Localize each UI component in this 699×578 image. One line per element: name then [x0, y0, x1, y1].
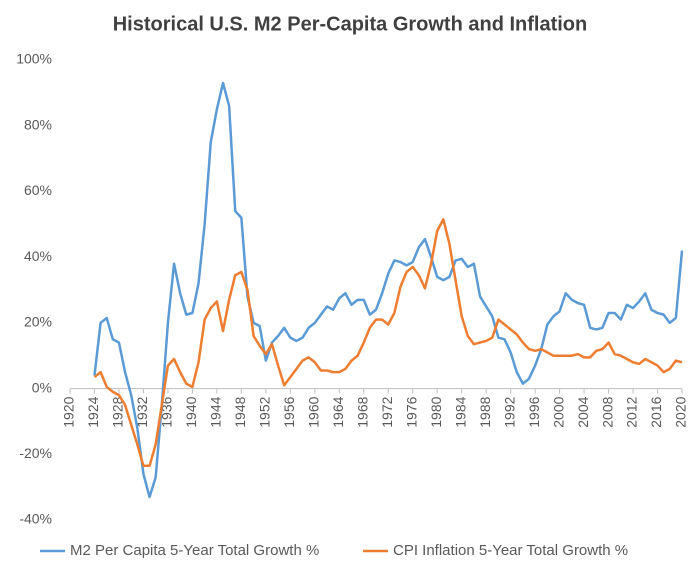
x-tick-label: 1984 — [452, 396, 468, 427]
x-tick-label: 1924 — [85, 396, 101, 427]
x-tick-label: 1960 — [306, 396, 322, 427]
x-tick-label: 1956 — [281, 396, 297, 427]
legend-label: CPI Inflation 5-Year Total Growth % — [393, 542, 628, 559]
x-tick-label: 2000 — [550, 396, 566, 427]
y-tick-label: 80% — [24, 116, 52, 132]
x-tick-label: 1944 — [208, 396, 224, 427]
x-tick-label: 1988 — [477, 396, 493, 427]
y-tick-label: 0% — [32, 379, 52, 395]
y-tick-label: 60% — [24, 182, 52, 198]
x-tick-label: 1976 — [403, 396, 419, 427]
x-tick-label: 2020 — [673, 396, 689, 427]
legend-label: M2 Per Capita 5-Year Total Growth % — [70, 542, 319, 559]
y-tick-label: 20% — [24, 314, 52, 330]
x-tick-label: 1948 — [232, 396, 248, 427]
x-tick-label: 1992 — [501, 396, 517, 427]
x-tick-label: 1928 — [110, 396, 126, 427]
x-tick-label: 1996 — [526, 396, 542, 427]
x-tick-label: 1972 — [379, 396, 395, 427]
chart-title: Historical U.S. M2 Per-Capita Growth and… — [113, 13, 588, 35]
x-tick-label: 2016 — [648, 396, 664, 427]
x-tick-label: 2012 — [624, 396, 640, 427]
x-tick-label: 1920 — [61, 396, 77, 427]
x-tick-label: 2008 — [599, 396, 615, 427]
x-tick-label: 1932 — [134, 396, 150, 427]
series-line — [93, 218, 683, 468]
x-tick-label: 1964 — [330, 396, 346, 427]
x-tick-label: 1980 — [428, 396, 444, 427]
x-tick-label: 1952 — [257, 396, 273, 427]
y-tick-label: -40% — [19, 511, 52, 527]
y-tick-label: 40% — [24, 248, 52, 264]
x-tick-label: 1940 — [183, 396, 199, 427]
y-tick-label: -20% — [19, 445, 52, 461]
x-tick-label: 2004 — [575, 396, 591, 427]
series-line — [93, 81, 684, 499]
x-tick-label: 1968 — [354, 396, 370, 427]
y-tick-label: 100% — [16, 51, 52, 67]
